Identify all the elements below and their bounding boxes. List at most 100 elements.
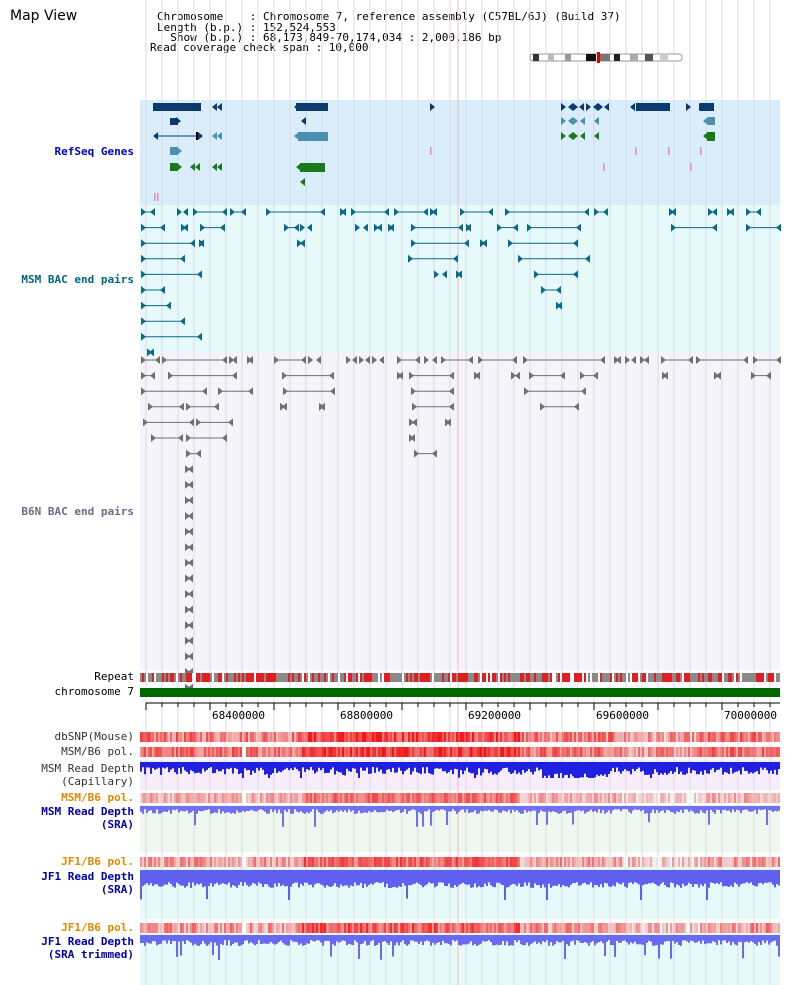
- depth-bar: [156, 762, 158, 769]
- heat-cell: [652, 747, 654, 757]
- depth-bar: [448, 806, 450, 812]
- heat-cell: [546, 732, 548, 742]
- heat-cell: [688, 793, 690, 803]
- heat-cell: [684, 747, 686, 757]
- right-arrow-icon: [424, 356, 429, 364]
- depth-bar: [408, 870, 410, 886]
- repeat-segment: [298, 673, 300, 682]
- depth-bar: [676, 762, 678, 768]
- depth-bar: [558, 935, 560, 943]
- depth-bar: [694, 870, 696, 884]
- track-label-msm-b6-pol-2[interactable]: MSM/B6 pol.: [61, 791, 134, 804]
- depth-bar: [538, 935, 540, 943]
- depth-bar: [402, 806, 404, 812]
- repeat-segment: [554, 673, 556, 682]
- heat-cell: [436, 793, 438, 803]
- depth-bar: [264, 762, 266, 775]
- heat-cell: [190, 857, 192, 867]
- track-label-jf1-b6-pol-1[interactable]: JF1/B6 pol.: [61, 855, 134, 868]
- repeat-segment: [144, 673, 146, 682]
- depth-bar: [248, 806, 250, 812]
- heat-cell: [678, 732, 680, 742]
- repeat-segment: [480, 673, 482, 682]
- depth-bar: [156, 806, 158, 810]
- heat-cell: [630, 747, 632, 757]
- heat-cell: [266, 793, 268, 803]
- left-arrow-icon: [188, 496, 193, 505]
- repeat-segment: [742, 673, 744, 682]
- depth-bar: [766, 762, 768, 771]
- repeat-segment: [750, 673, 752, 682]
- heat-cell: [612, 923, 614, 933]
- repeat-segment: [424, 673, 426, 682]
- heat-cell: [196, 793, 198, 803]
- depth-bar: [422, 762, 424, 768]
- track-label-refseq[interactable]: RefSeq Genes: [54, 145, 134, 158]
- heat-cell: [640, 793, 642, 803]
- heat-cell: [702, 747, 704, 757]
- depth-bar: [726, 935, 728, 943]
- heat-cell: [588, 747, 590, 757]
- track-label-dbsnp[interactable]: dbSNP(Mouse): [54, 730, 134, 743]
- heat-cell: [628, 857, 630, 867]
- heat-cell: [314, 747, 316, 757]
- left-arrow-icon: [410, 434, 415, 442]
- track-label-msm-b6-pol-1[interactable]: MSM/B6 pol.: [61, 745, 134, 758]
- heat-cell: [184, 747, 186, 757]
- depth-bar: [530, 935, 532, 945]
- depth-bar: [510, 806, 512, 814]
- heat-cell: [530, 732, 532, 742]
- track-label-msm-depth-sra-1[interactable]: MSM Read Depth: [41, 805, 134, 818]
- heat-cell: [404, 793, 406, 803]
- depth-bar: [596, 806, 598, 813]
- heat-cell: [200, 923, 202, 933]
- heat-cell: [144, 857, 146, 867]
- heat-cell: [388, 747, 390, 757]
- heat-cell: [598, 793, 600, 803]
- depth-bar: [410, 762, 412, 775]
- depth-bar: [776, 870, 778, 885]
- heat-cell: [536, 747, 538, 757]
- track-label-msm-bac[interactable]: MSM BAC end pairs: [21, 273, 134, 286]
- heat-cell: [606, 923, 608, 933]
- heat-cell: [220, 732, 222, 742]
- heat-cell: [660, 793, 662, 803]
- depth-bar: [528, 762, 530, 769]
- depth-bar: [476, 935, 478, 946]
- heat-cell: [196, 857, 198, 867]
- heat-cell: [648, 923, 650, 933]
- track-label-jf1-depth-trim-1[interactable]: JF1 Read Depth: [41, 935, 134, 948]
- right-arrow-icon: [141, 301, 146, 310]
- heat-cell: [472, 732, 474, 742]
- heat-cell: [654, 923, 656, 933]
- heat-cell: [236, 732, 238, 742]
- heat-cell: [432, 732, 434, 742]
- heat-cell: [716, 732, 718, 742]
- heat-cell: [414, 923, 416, 933]
- repeat-segment: [190, 673, 192, 682]
- depth-bar: [302, 806, 304, 813]
- heat-cell: [506, 857, 508, 867]
- depth-bar: [180, 935, 182, 956]
- depth-bar: [334, 935, 336, 946]
- depth-bar: [358, 762, 360, 778]
- heat-cell: [504, 793, 506, 803]
- track-label-jf1-b6-pol-2[interactable]: JF1/B6 pol.: [61, 921, 134, 934]
- b6n-bac-band: [140, 353, 780, 670]
- track-label-jf1-depth-sra-1[interactable]: JF1 Read Depth: [41, 870, 134, 883]
- heat-cell: [682, 793, 684, 803]
- depth-bar: [762, 935, 764, 941]
- depth-bar: [170, 870, 172, 884]
- depth-bar: [314, 762, 316, 774]
- depth-bar: [558, 806, 560, 814]
- heat-cell: [408, 923, 410, 933]
- depth-bar: [318, 870, 320, 884]
- track-label-b6n-bac[interactable]: B6N BAC end pairs: [21, 505, 134, 518]
- track-label-msm-depth-cap-1[interactable]: MSM Read Depth: [41, 762, 134, 775]
- heat-cell: [344, 747, 346, 757]
- depth-bar: [438, 806, 440, 811]
- depth-bar: [446, 806, 448, 825]
- depth-bar: [170, 762, 172, 770]
- heat-cell: [584, 793, 586, 803]
